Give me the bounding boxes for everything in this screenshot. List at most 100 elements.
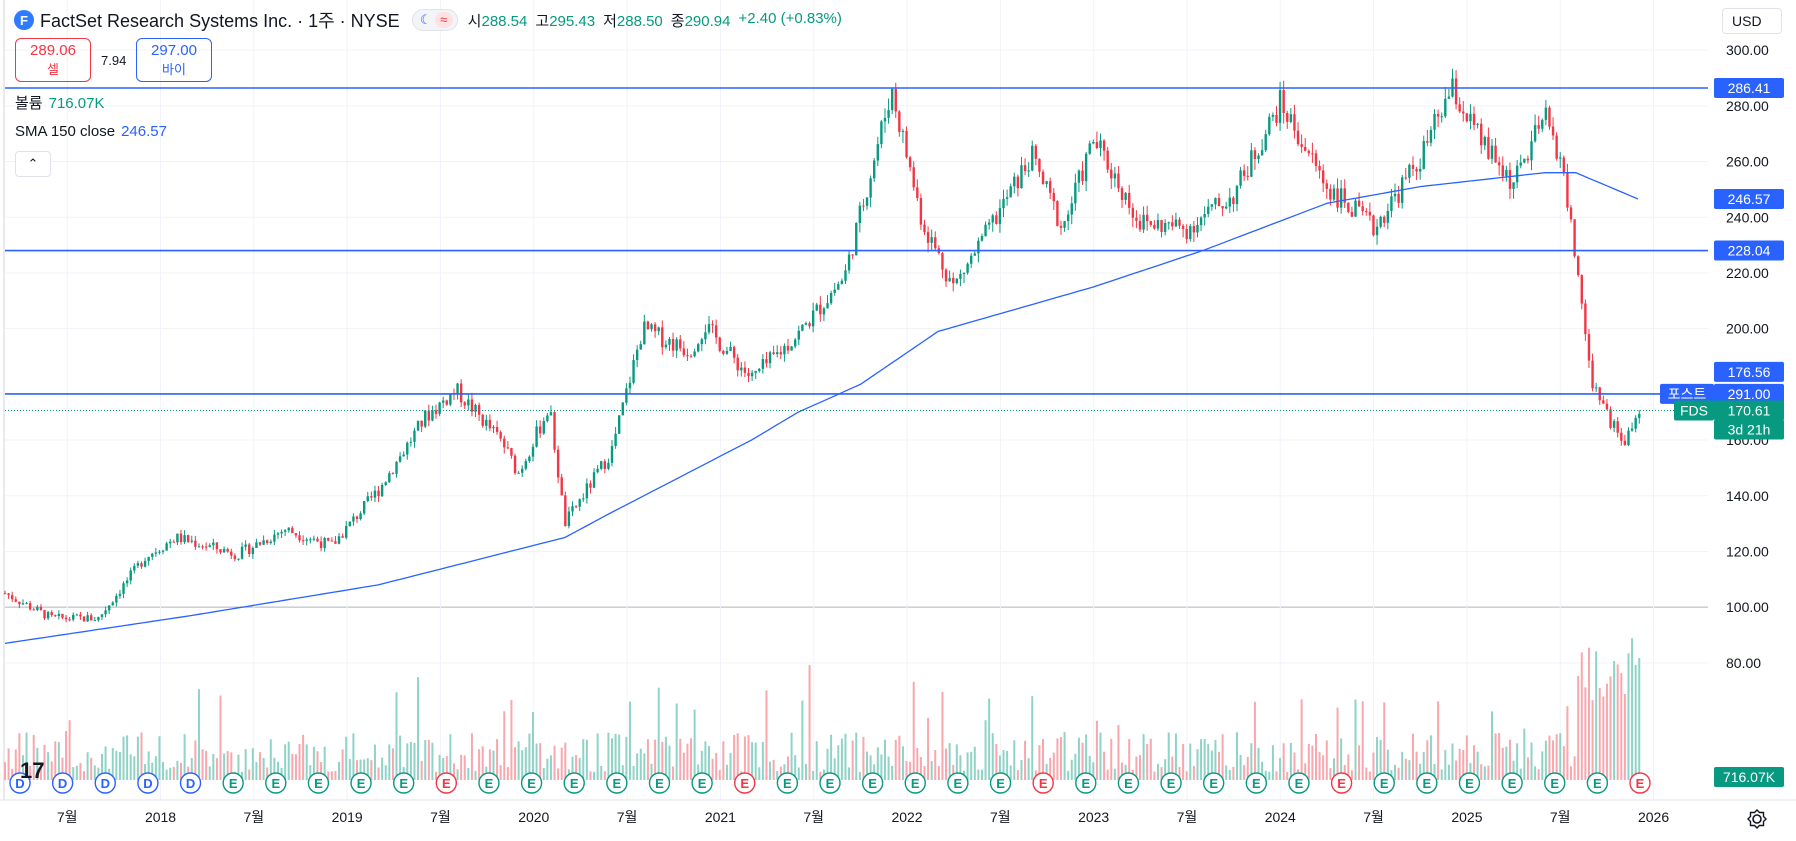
event-marker-letter: D <box>58 776 67 791</box>
candle-body <box>301 540 305 542</box>
volume-bar <box>801 700 804 780</box>
candle-body <box>136 563 140 566</box>
hline-low-label-bg <box>1714 361 1784 382</box>
candle-body <box>934 237 937 249</box>
earnings-marker-icon <box>1373 772 1395 794</box>
symbol-title[interactable]: FactSet Research Systems Inc. · 1주 · NYS… <box>40 11 400 31</box>
candle-body <box>54 615 57 617</box>
time-tick-label: 2018 <box>145 809 176 825</box>
volume-bar <box>39 763 42 780</box>
candle-body <box>233 555 237 560</box>
volume-bar <box>312 746 315 780</box>
candle-body <box>657 327 660 332</box>
volume-indicator-name: 볼륨 <box>15 95 43 112</box>
volume-bar <box>1174 733 1177 780</box>
candle-body <box>359 513 362 520</box>
candle-body <box>111 602 114 606</box>
candle-body <box>768 352 772 364</box>
price-tick-label: 120.00 <box>1726 543 1769 559</box>
candle-body <box>481 414 484 426</box>
volume-bar <box>1214 739 1217 780</box>
volume-bar <box>259 752 262 780</box>
candle-body <box>179 533 183 543</box>
candle-body <box>398 456 402 462</box>
candle-body <box>251 547 255 555</box>
candle-body <box>1365 211 1368 213</box>
candle-body <box>962 272 966 275</box>
currency-selector[interactable]: USD <box>1722 8 1782 34</box>
candle-body <box>1005 197 1009 199</box>
collapse-legend-button[interactable]: ⌃ <box>15 151 51 177</box>
buy-price: 297.00 <box>151 42 197 59</box>
volume-bar <box>226 751 229 780</box>
candle-body <box>273 534 276 542</box>
volume-bar <box>65 731 68 780</box>
volume-bar <box>399 735 402 780</box>
settings-gear-icon[interactable] <box>1744 806 1770 832</box>
sell-button[interactable]: 289.06 셀 <box>15 38 91 82</box>
volume-bar <box>585 739 588 780</box>
volume-bar <box>973 746 976 780</box>
volume-bar <box>646 739 649 780</box>
volume-bar <box>1271 745 1274 780</box>
candle-body <box>966 263 969 273</box>
event-marker-letter: E <box>271 776 280 791</box>
volume-bar <box>887 756 890 780</box>
sma-indicator-legend[interactable]: SMA 150 close 246.57 <box>15 123 167 140</box>
candle-body <box>1034 145 1038 159</box>
volume-bar <box>941 691 944 780</box>
volume-bar <box>172 766 175 780</box>
volume-bar <box>715 753 718 780</box>
event-marker-letter: E <box>1465 776 1474 791</box>
volume-bar <box>194 740 197 780</box>
volume-bar <box>1042 738 1045 780</box>
candle-body <box>499 432 502 439</box>
volume-bar <box>783 764 786 780</box>
event-marker-letter: E <box>868 776 877 791</box>
candle-body <box>1541 119 1544 129</box>
candle-body <box>1049 181 1052 193</box>
candle-body <box>244 544 247 547</box>
candle-body <box>456 383 459 394</box>
candle-body <box>1411 164 1415 169</box>
event-marker-letter: E <box>1124 776 1133 791</box>
candle-body <box>395 461 398 474</box>
time-tick-label: 2026 <box>1638 809 1669 825</box>
candle-body <box>1357 200 1361 207</box>
sma-indicator-name: SMA 150 close <box>15 123 116 140</box>
buy-button[interactable]: 297.00 바이 <box>136 38 212 82</box>
market-status-pill[interactable]: ☾ ≈ <box>411 9 458 31</box>
candle-body <box>546 415 549 422</box>
volume-bar <box>438 754 441 780</box>
candle-body <box>345 526 348 538</box>
time-tick-label: 7월 <box>244 809 265 825</box>
candle-body <box>1609 409 1612 428</box>
candle-body <box>980 236 984 241</box>
candle-body <box>714 325 718 338</box>
candle-body <box>596 468 599 473</box>
volume-bar <box>880 754 883 780</box>
candle-body <box>1476 123 1479 125</box>
volume-indicator-legend[interactable]: 볼륨 716.07K <box>15 92 105 113</box>
candle-body <box>517 472 520 474</box>
volume-bar <box>1225 765 1228 780</box>
candle-body <box>115 595 118 603</box>
candle-body <box>1594 387 1598 389</box>
volume-bar <box>1013 740 1016 780</box>
volume-bar <box>208 766 211 780</box>
candle-body <box>1537 125 1540 129</box>
volume-bar <box>1016 770 1019 780</box>
time-tick-label: 2024 <box>1265 809 1296 825</box>
candle-body <box>1426 141 1429 143</box>
candle-body <box>521 468 524 473</box>
volume-bar <box>237 754 240 780</box>
volume-bar <box>1573 756 1576 780</box>
sma-line <box>4 172 1639 645</box>
volume-bar <box>1171 756 1174 780</box>
volume-bar <box>241 771 244 780</box>
post-market-price-bg <box>1714 383 1784 404</box>
volume-bar <box>539 743 542 780</box>
candle-body <box>1390 196 1393 211</box>
candle-body <box>1361 206 1364 212</box>
